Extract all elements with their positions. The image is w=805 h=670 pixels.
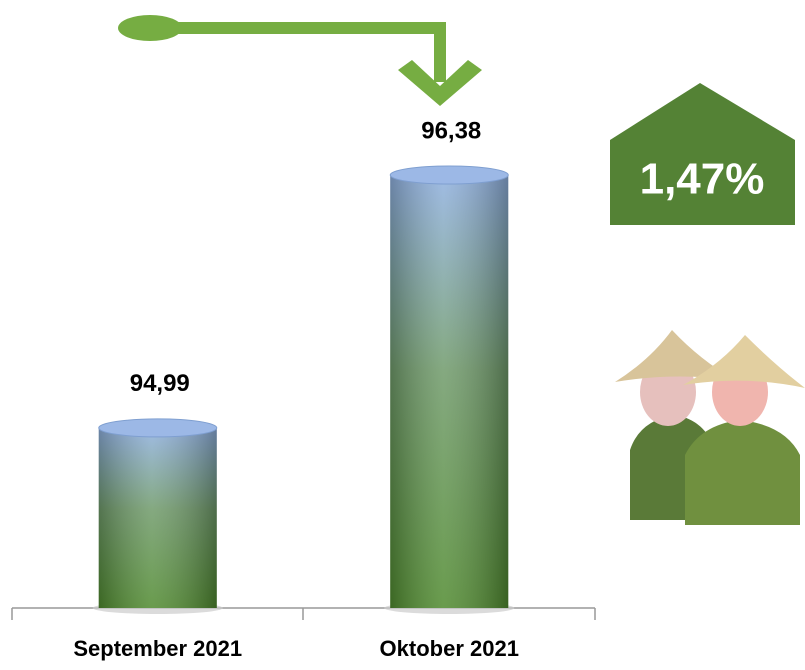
- connector-arrow: [118, 15, 482, 106]
- bar-cap: [389, 165, 509, 185]
- farmers-icon: [615, 330, 805, 525]
- change-badge: [610, 83, 795, 225]
- x-tick-label: Oktober 2021: [380, 636, 519, 661]
- bar-cap: [98, 418, 218, 438]
- bar-shade: [390, 175, 509, 608]
- value-label: 94,99: [130, 370, 190, 397]
- change-label: 1,47%: [640, 155, 765, 204]
- x-tick-label: September 2021: [73, 636, 242, 661]
- bar-shade: [98, 427, 217, 608]
- value-label: 96,38: [421, 117, 481, 144]
